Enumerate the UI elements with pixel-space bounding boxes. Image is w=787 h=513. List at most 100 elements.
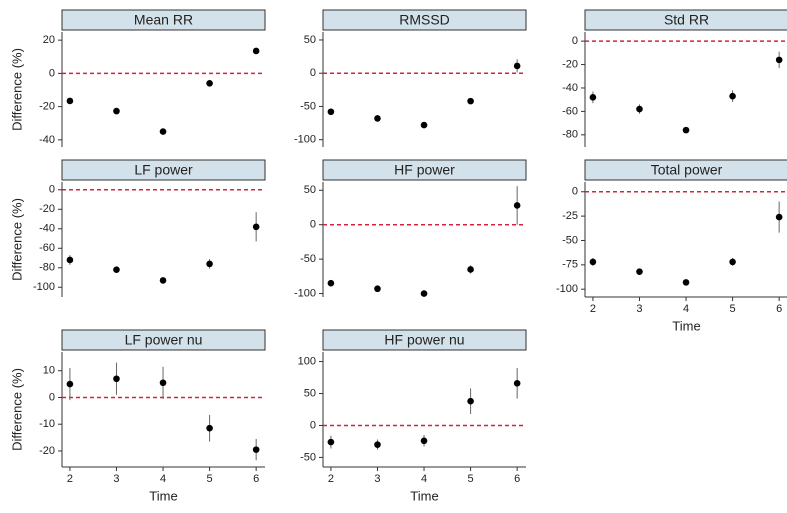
strip-title: Mean RR bbox=[134, 12, 193, 28]
point bbox=[327, 108, 335, 116]
y-tick-label: 0 bbox=[310, 219, 316, 231]
y-axis-title: Difference (%) bbox=[9, 48, 24, 131]
y-tick-label: 0 bbox=[572, 186, 578, 198]
y-tick-label: -50 bbox=[562, 234, 578, 246]
point bbox=[327, 279, 335, 287]
y-tick-label: -80 bbox=[562, 129, 578, 141]
y-tick-label: -60 bbox=[562, 105, 578, 117]
point bbox=[467, 97, 474, 105]
point bbox=[420, 437, 428, 445]
y-tick-label: -20 bbox=[39, 101, 55, 113]
point bbox=[420, 121, 428, 129]
y-tick-label: 0 bbox=[310, 419, 316, 431]
point bbox=[252, 223, 260, 231]
point bbox=[66, 256, 74, 264]
point bbox=[374, 441, 381, 448]
x-tick-label: 3 bbox=[636, 303, 642, 315]
x-tick-label: 3 bbox=[113, 473, 119, 485]
y-tick-label: -40 bbox=[39, 134, 55, 146]
x-tick-label: 4 bbox=[160, 473, 166, 485]
x-tick-label: 6 bbox=[776, 303, 782, 315]
x-tick-label: 4 bbox=[421, 473, 427, 485]
point bbox=[513, 202, 521, 209]
y-tick-label: -20 bbox=[39, 203, 55, 215]
point bbox=[113, 266, 120, 274]
x-tick-label: 6 bbox=[514, 473, 520, 485]
point bbox=[159, 379, 167, 387]
y-tick-label: -40 bbox=[562, 82, 578, 94]
point bbox=[113, 107, 120, 115]
point bbox=[374, 285, 381, 293]
point bbox=[206, 260, 213, 268]
strip bbox=[322, 329, 527, 351]
point bbox=[729, 258, 736, 266]
point bbox=[206, 80, 213, 87]
strip-title: Total power bbox=[651, 162, 723, 178]
x-tick-label: 4 bbox=[683, 303, 689, 315]
point bbox=[636, 105, 643, 113]
point bbox=[589, 94, 597, 101]
y-tick-label: 0 bbox=[310, 67, 316, 79]
x-tick-label: 2 bbox=[590, 303, 596, 315]
x-tick-label: 2 bbox=[67, 473, 73, 485]
point bbox=[252, 47, 260, 55]
y-tick-label: -20 bbox=[562, 58, 578, 70]
strip-title: LF power nu bbox=[125, 332, 203, 348]
y-tick-label: -100 bbox=[556, 283, 578, 295]
strip bbox=[61, 159, 266, 181]
y-tick-label: 10 bbox=[43, 365, 55, 377]
y-tick-label: -100 bbox=[294, 134, 316, 146]
x-axis-title: Time bbox=[149, 488, 177, 503]
y-axis-title: Difference (%) bbox=[9, 368, 24, 451]
y-tick-label: -50 bbox=[300, 253, 316, 265]
point bbox=[66, 380, 74, 388]
x-tick-label: 3 bbox=[374, 473, 380, 485]
point bbox=[729, 92, 736, 100]
strip bbox=[584, 9, 787, 31]
point bbox=[327, 438, 335, 446]
point bbox=[467, 397, 474, 405]
y-tick-label: -80 bbox=[39, 262, 55, 274]
y-tick-label: 50 bbox=[304, 34, 316, 46]
point bbox=[775, 56, 783, 64]
x-axis-title: Time bbox=[410, 488, 438, 503]
point bbox=[66, 97, 74, 105]
y-tick-label: 0 bbox=[49, 391, 55, 403]
x-tick-label: 6 bbox=[253, 473, 259, 485]
y-tick-label: 100 bbox=[298, 355, 316, 367]
point bbox=[206, 424, 213, 432]
y-axis-title: Difference (%) bbox=[9, 198, 24, 281]
point bbox=[682, 126, 690, 134]
strip bbox=[61, 329, 266, 351]
y-tick-label: -20 bbox=[39, 445, 55, 457]
y-tick-label: -40 bbox=[39, 223, 55, 235]
strip bbox=[322, 9, 527, 31]
strip-title: Std RR bbox=[664, 12, 709, 28]
x-tick-label: 5 bbox=[207, 473, 213, 485]
y-tick-label: 0 bbox=[49, 67, 55, 79]
x-axis-title: Time bbox=[672, 318, 700, 333]
point bbox=[589, 258, 597, 266]
point bbox=[159, 277, 167, 284]
y-tick-label: 50 bbox=[304, 184, 316, 196]
point bbox=[467, 266, 474, 273]
strip-title: LF power bbox=[134, 162, 193, 178]
point bbox=[159, 128, 167, 135]
y-tick-label: -60 bbox=[39, 242, 55, 254]
strip-title: HF power bbox=[394, 162, 455, 178]
point bbox=[513, 62, 521, 70]
y-tick-label: -50 bbox=[300, 100, 316, 112]
x-tick-label: 5 bbox=[730, 303, 736, 315]
y-tick-label: 50 bbox=[304, 387, 316, 399]
y-tick-label: 0 bbox=[49, 184, 55, 196]
y-tick-label: -25 bbox=[562, 210, 578, 222]
y-tick-label: -75 bbox=[562, 259, 578, 271]
point bbox=[775, 213, 783, 221]
x-tick-label: 2 bbox=[328, 473, 334, 485]
strip-title: HF power nu bbox=[384, 332, 464, 348]
y-tick-label: 20 bbox=[43, 34, 55, 46]
point bbox=[636, 268, 643, 275]
point bbox=[113, 375, 120, 383]
point bbox=[682, 279, 690, 286]
point bbox=[374, 115, 381, 122]
